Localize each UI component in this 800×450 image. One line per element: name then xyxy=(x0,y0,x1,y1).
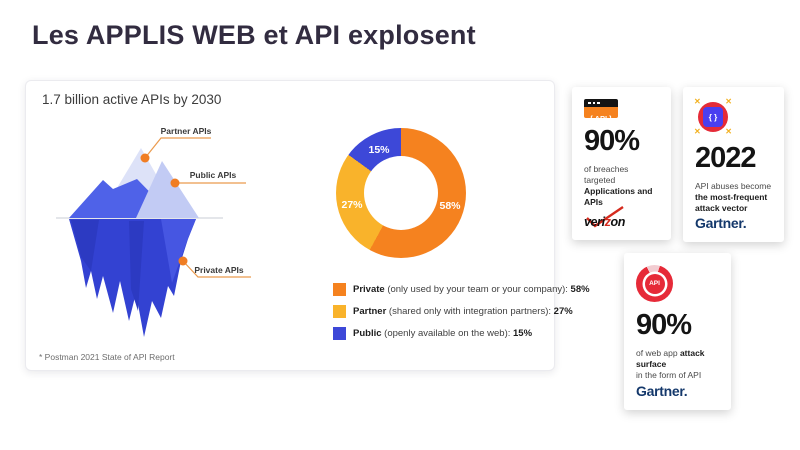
code-braces-target-icon: ✕ ✕ ✕ ✕ { } xyxy=(694,97,732,136)
api-overview-panel: 1.7 billion active APIs by 2030 Partner … xyxy=(25,80,590,371)
stat-line: API abuses become xyxy=(695,181,772,191)
iceberg-illustration: Partner APIs Public APIs Private APIs xyxy=(56,126,251,337)
legend-label: Public xyxy=(353,328,382,339)
iceberg-public-peak xyxy=(136,161,199,218)
iceberg-underwater-shade-left xyxy=(71,220,99,271)
legend-row-partner: Partner (shared only with integration pa… xyxy=(333,305,590,318)
slice-label-public: 15% xyxy=(368,144,390,156)
stat-line-bold: Applications and APIs xyxy=(584,186,653,208)
api-browser-window-icon: { API } xyxy=(584,99,618,119)
partner-color-swatch xyxy=(333,305,346,318)
panel-heading: 1.7 billion active APIs by 2030 xyxy=(42,92,222,107)
source-footnote: * Postman 2021 State of API Report xyxy=(39,352,175,362)
stat-card-gartner-2022: ✕ ✕ ✕ ✕ { } 2022 API abuses become the m… xyxy=(683,87,784,242)
verizon-check-icon xyxy=(586,206,624,228)
legend-label: Partner xyxy=(353,306,387,317)
stat-line-bold: attack surface xyxy=(636,348,705,369)
public-callout-dot xyxy=(170,178,180,188)
stat-card-verizon: { API } 90% of breaches targeted Applica… xyxy=(572,87,671,240)
stat-line: of web app attack surface xyxy=(636,348,719,370)
legend-description: (only used by your team or your company)… xyxy=(384,284,571,295)
slice-label-private: 58% xyxy=(439,200,461,212)
window-dot-icon xyxy=(588,101,591,105)
api-badge-text: { API } xyxy=(584,107,618,119)
slice-label-partner: 27% xyxy=(341,199,363,211)
verizon-text: veri xyxy=(584,215,605,229)
legend-pct: 58% xyxy=(570,284,590,295)
stat-number: 2022 xyxy=(695,142,757,174)
corner-mark-icon: ✕ xyxy=(725,127,732,136)
stat-line-bold: the most-frequent xyxy=(695,192,768,202)
window-dot-icon xyxy=(592,101,595,105)
partner-callout-dot xyxy=(140,153,150,163)
stat-line-regular: of web app xyxy=(636,348,680,358)
stat-line: of breaches targeted xyxy=(584,164,629,186)
donut-legend: Private (only used by your team or your … xyxy=(333,283,590,349)
legend-text: Public (openly available on the web): 15… xyxy=(353,328,532,339)
braces-badge-text: { } xyxy=(703,107,723,127)
legend-text: Partner (shared only with integration pa… xyxy=(353,306,573,317)
corner-mark-icon: ✕ xyxy=(694,127,701,136)
partner-apis-label: Partner APIs xyxy=(161,126,212,136)
stat-number: 90% xyxy=(584,125,640,158)
api-share-donut-chart: 58% 27% 15% xyxy=(336,128,466,258)
legend-label: Private xyxy=(353,284,385,295)
api-donut-icon: API xyxy=(636,265,673,302)
page-title: Les APPLIS WEB et API explosent xyxy=(32,20,476,50)
api-core-text: API xyxy=(644,273,665,294)
legend-description: (shared only with integration partners): xyxy=(386,306,554,317)
private-callout-dot xyxy=(178,256,188,266)
legend-pct: 15% xyxy=(513,328,533,339)
public-color-swatch xyxy=(333,327,346,340)
stat-card-gartner-90: API 90% of web app attack surface in the… xyxy=(624,253,731,410)
private-callout-line xyxy=(182,260,251,278)
stat-number: 90% xyxy=(636,309,692,341)
iceberg-underwater-light-right xyxy=(161,219,196,283)
public-apis-label: Public APIs xyxy=(190,170,237,180)
legend-text: Private (only used by your team or your … xyxy=(353,284,590,295)
donut-hole xyxy=(364,156,438,230)
verizon-text: on xyxy=(610,215,626,229)
stat-line: in the form of API xyxy=(636,370,702,380)
verizon-logo: verizon xyxy=(584,206,659,229)
iceberg-underwater-shade-mid xyxy=(129,221,144,311)
corner-mark-icon: ✕ xyxy=(694,97,701,106)
partner-callout-line xyxy=(144,137,211,159)
gartner-logo: Gartner. xyxy=(636,383,688,399)
verizon-wordmark: verizon xyxy=(584,215,625,229)
browser-titlebar xyxy=(584,99,618,107)
legend-pct: 27% xyxy=(553,306,573,317)
legend-row-public: Public (openly available on the web): 15… xyxy=(333,327,590,340)
legend-row-private: Private (only used by your team or your … xyxy=(333,283,590,296)
private-color-swatch xyxy=(333,283,346,296)
stat-line-bold: attack vector xyxy=(695,203,748,213)
corner-mark-icon: ✕ xyxy=(725,97,732,106)
gartner-logo: Gartner. xyxy=(695,215,747,231)
verizon-red-z: z xyxy=(604,215,611,229)
private-apis-label: Private APIs xyxy=(194,265,244,275)
legend-description: (openly available on the web): xyxy=(381,328,514,339)
window-dot-icon xyxy=(597,101,600,105)
